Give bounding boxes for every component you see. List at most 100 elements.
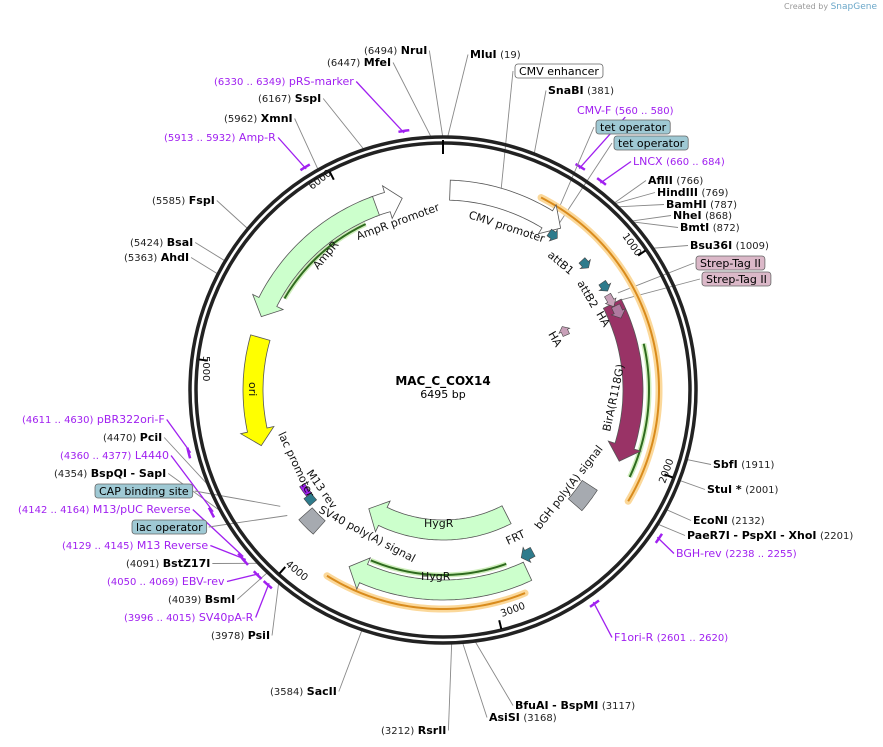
enzyme-psii[interactable]: (3978) PsiI	[211, 629, 270, 642]
primer-mark	[299, 163, 311, 172]
primer-mark	[596, 177, 607, 186]
backbone	[188, 135, 698, 645]
feature-box-strep-tag[interactable]: Strep-Tag II	[701, 271, 772, 287]
box-bg	[94, 483, 194, 499]
leader-line	[208, 515, 288, 528]
primer-l4440[interactable]: (4360 .. 4377) L4440	[60, 449, 169, 462]
ha	[558, 326, 571, 337]
leader-line	[392, 62, 432, 138]
leader-line	[255, 583, 270, 618]
tick-mark	[328, 171, 335, 181]
enzyme-bmti[interactable]: BmtI (872)	[680, 221, 740, 234]
feature-box-cap-binding-site[interactable]: CAP binding site	[94, 483, 194, 499]
enzyme-aflii[interactable]: AflII (766)	[648, 174, 703, 187]
enzyme-hindiii[interactable]: HindIII (769)	[657, 186, 728, 199]
enzyme-bfuai-bspmi[interactable]: BfuAI - BspMI (3117)	[515, 699, 635, 712]
box-bg	[701, 271, 772, 287]
leader-line	[679, 479, 706, 490]
attb1	[578, 257, 591, 269]
enzyme-bsu36i[interactable]: Bsu36I (1009)	[690, 239, 769, 252]
box-label: tet operator	[600, 121, 667, 134]
box-label: CMV enhancer	[519, 65, 599, 78]
primer-pbr322ori-f[interactable]: (4611 .. 4630) pBR322ori-F	[22, 413, 165, 426]
leader-line	[210, 544, 247, 561]
enzyme-bamhi[interactable]: BamHI (787)	[666, 198, 737, 211]
enzyme-pcii[interactable]: (4470) PciI	[103, 431, 162, 444]
feature-label-attb1: attB1	[545, 248, 576, 277]
primer-mark	[654, 533, 664, 544]
enzyme-asisi[interactable]: AsiSI (3168)	[489, 711, 557, 724]
primer-bgh-rev[interactable]: BGH-rev (2238 .. 2255)	[676, 547, 797, 560]
leader-line	[614, 192, 656, 205]
leader-line	[665, 509, 692, 521]
box-bg	[613, 135, 689, 151]
leader-line	[428, 50, 444, 138]
box-bg	[131, 519, 208, 535]
enzyme-sspi[interactable]: (6167) SspI	[258, 92, 321, 105]
tick-5000: 5000	[200, 356, 211, 381]
orf-arc	[283, 223, 367, 300]
enzyme-nhei[interactable]: NheI (868)	[673, 209, 732, 222]
leader-line	[194, 490, 281, 507]
enzyme-bstz17i[interactable]: (4091) BstZ17I	[126, 557, 210, 570]
enzyme-ahdi[interactable]: (5363) AhdI	[124, 251, 189, 264]
ori-arrow	[239, 334, 275, 447]
leader-line	[447, 642, 453, 731]
primer-mark	[398, 128, 410, 134]
leader-line	[499, 70, 514, 199]
frt	[520, 546, 536, 564]
enzyme-mlui[interactable]: MluI (19)	[470, 48, 521, 61]
feature-box-tet-operator[interactable]: tet operator	[595, 119, 671, 135]
enzyme-mfei[interactable]: (6447) MfeI	[327, 56, 391, 69]
tick-1000: 1000	[620, 231, 644, 258]
sv40-signal	[298, 507, 326, 535]
primer-f1ori-r[interactable]: F1ori-R (2601 .. 2620)	[614, 631, 728, 644]
primer-cmv-f[interactable]: CMV-F (560 .. 580)	[577, 104, 674, 117]
primer-amp-r[interactable]: (5913 .. 5932) Amp-R	[164, 131, 276, 144]
feature-box-cmv-enhancer[interactable]: CMV enhancer	[514, 63, 604, 79]
feature-label-hygr: HygR	[421, 570, 451, 583]
ha	[604, 292, 617, 308]
feature-box-tet-operator[interactable]: tet operator	[613, 135, 689, 151]
primer-sv40pa-r[interactable]: (3996 .. 4015) SV40pA-R	[124, 611, 254, 624]
enzyme-nrui[interactable]: (6494) NruI	[364, 44, 427, 57]
leader-line	[190, 257, 219, 275]
box-label: lac operator	[136, 521, 203, 534]
leader-line	[599, 160, 632, 184]
primer-m13-reverse[interactable]: (4129 .. 4145) M13 Reverse	[62, 539, 208, 552]
box-label: tet operator	[618, 137, 685, 150]
primer-mark	[186, 447, 192, 459]
primer-lncx[interactable]: LNCX (660 .. 684)	[633, 155, 725, 168]
feature-box-strep-tag[interactable]: Strep-Tag II	[695, 255, 766, 271]
enzyme-bsai[interactable]: (5424) BsaI	[130, 236, 193, 249]
enzyme-sacii[interactable]: (3584) SacII	[270, 685, 337, 698]
leader-line	[462, 642, 488, 718]
leader-line	[355, 81, 405, 134]
leader-line	[294, 118, 319, 171]
primer-mark	[589, 599, 600, 608]
enzyme-paer7i-pspxi-xhoi[interactable]: PaeR7I - PspXI - XhoI (2201)	[687, 529, 853, 542]
leader-line	[338, 629, 363, 692]
primer-ebv-rev[interactable]: (4050 .. 4069) EBV-rev	[107, 575, 225, 588]
enzyme-rsrii[interactable]: (3212) RsrII	[381, 724, 446, 737]
enzyme-fspi[interactable]: (5585) FspI	[152, 194, 215, 207]
leader-line	[166, 419, 192, 453]
enzyme-bspqi-sapi[interactable]: (4354) BspQI - SapI	[54, 467, 166, 480]
enzyme-sbfi[interactable]: SbfI (1911)	[713, 458, 775, 471]
enzyme-econi[interactable]: EcoNI (2132)	[693, 514, 765, 527]
enzyme-bsmi[interactable]: (4039) BsmI	[168, 593, 235, 606]
primer-m13-puc-reverse[interactable]: (4142 .. 4164) M13/pUC Reverse	[18, 503, 191, 516]
enzyme-xmni[interactable]: (5962) XmnI	[224, 112, 293, 125]
feature-box-lac-operator[interactable]: lac operator	[131, 519, 208, 535]
primer-mark	[239, 555, 249, 566]
leader-line	[322, 98, 365, 150]
leader-line	[474, 640, 514, 706]
feature-label-hygr: HygR	[424, 517, 454, 530]
leader-line	[613, 180, 647, 204]
enzyme-snabi[interactable]: SnaBI (381)	[548, 84, 614, 97]
tick-mark	[637, 249, 647, 257]
primer-prs-marker[interactable]: (6330 .. 6349) pRS-marker	[214, 75, 354, 88]
enzyme-stui[interactable]: StuI * (2001)	[707, 483, 779, 496]
orf-arc	[540, 196, 661, 502]
leader-line	[236, 572, 268, 600]
